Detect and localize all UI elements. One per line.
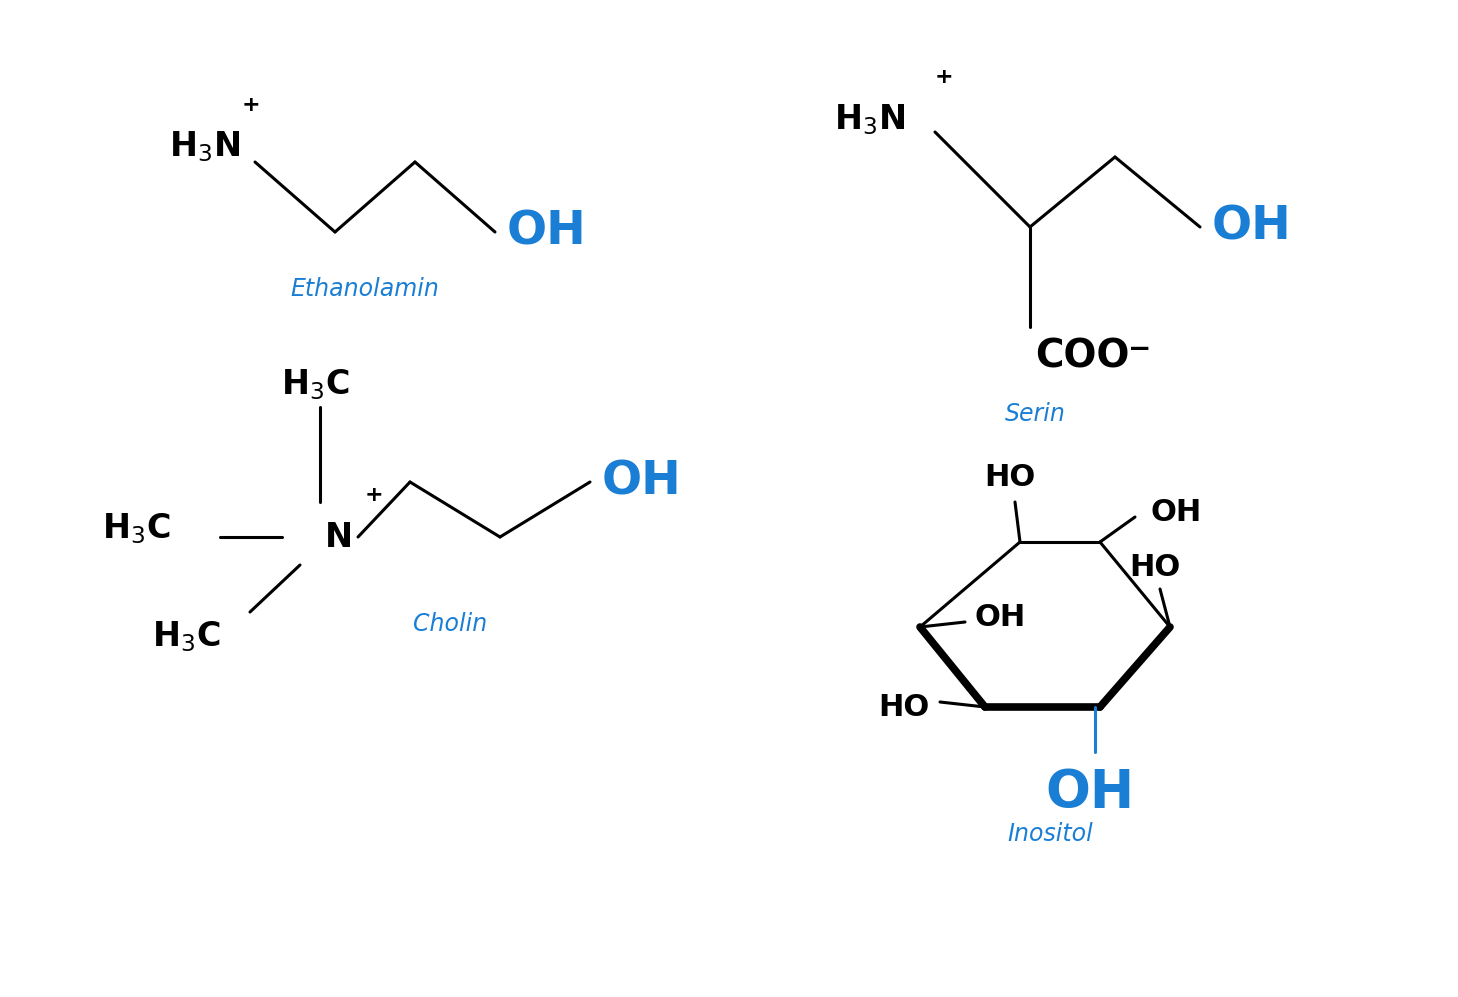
Text: OH: OH <box>1045 767 1134 819</box>
Text: HO: HO <box>879 693 930 722</box>
Text: H$_3$N: H$_3$N <box>834 103 905 138</box>
Text: Inositol: Inositol <box>1007 822 1094 846</box>
Text: Ethanolamin: Ethanolamin <box>290 277 439 301</box>
Text: OH: OH <box>602 460 682 504</box>
Text: +: + <box>364 485 383 505</box>
Text: N: N <box>325 520 353 553</box>
Text: OH: OH <box>1150 498 1201 526</box>
Text: HO: HO <box>1130 553 1181 582</box>
Text: Cholin: Cholin <box>413 612 487 636</box>
Text: +: + <box>935 67 954 87</box>
Text: H$_3$C: H$_3$C <box>152 620 220 654</box>
Text: OH: OH <box>975 602 1026 631</box>
Text: OH: OH <box>1212 204 1292 249</box>
Text: COO: COO <box>1035 337 1130 375</box>
Text: OH: OH <box>507 209 586 254</box>
Text: H$_3$C: H$_3$C <box>281 367 350 402</box>
Text: HO: HO <box>984 463 1035 492</box>
Text: Serin: Serin <box>1005 402 1066 426</box>
Text: +: + <box>242 95 261 115</box>
Text: H$_3$N: H$_3$N <box>169 130 241 165</box>
Text: H$_3$C: H$_3$C <box>102 511 171 546</box>
Text: −: − <box>1128 335 1152 363</box>
